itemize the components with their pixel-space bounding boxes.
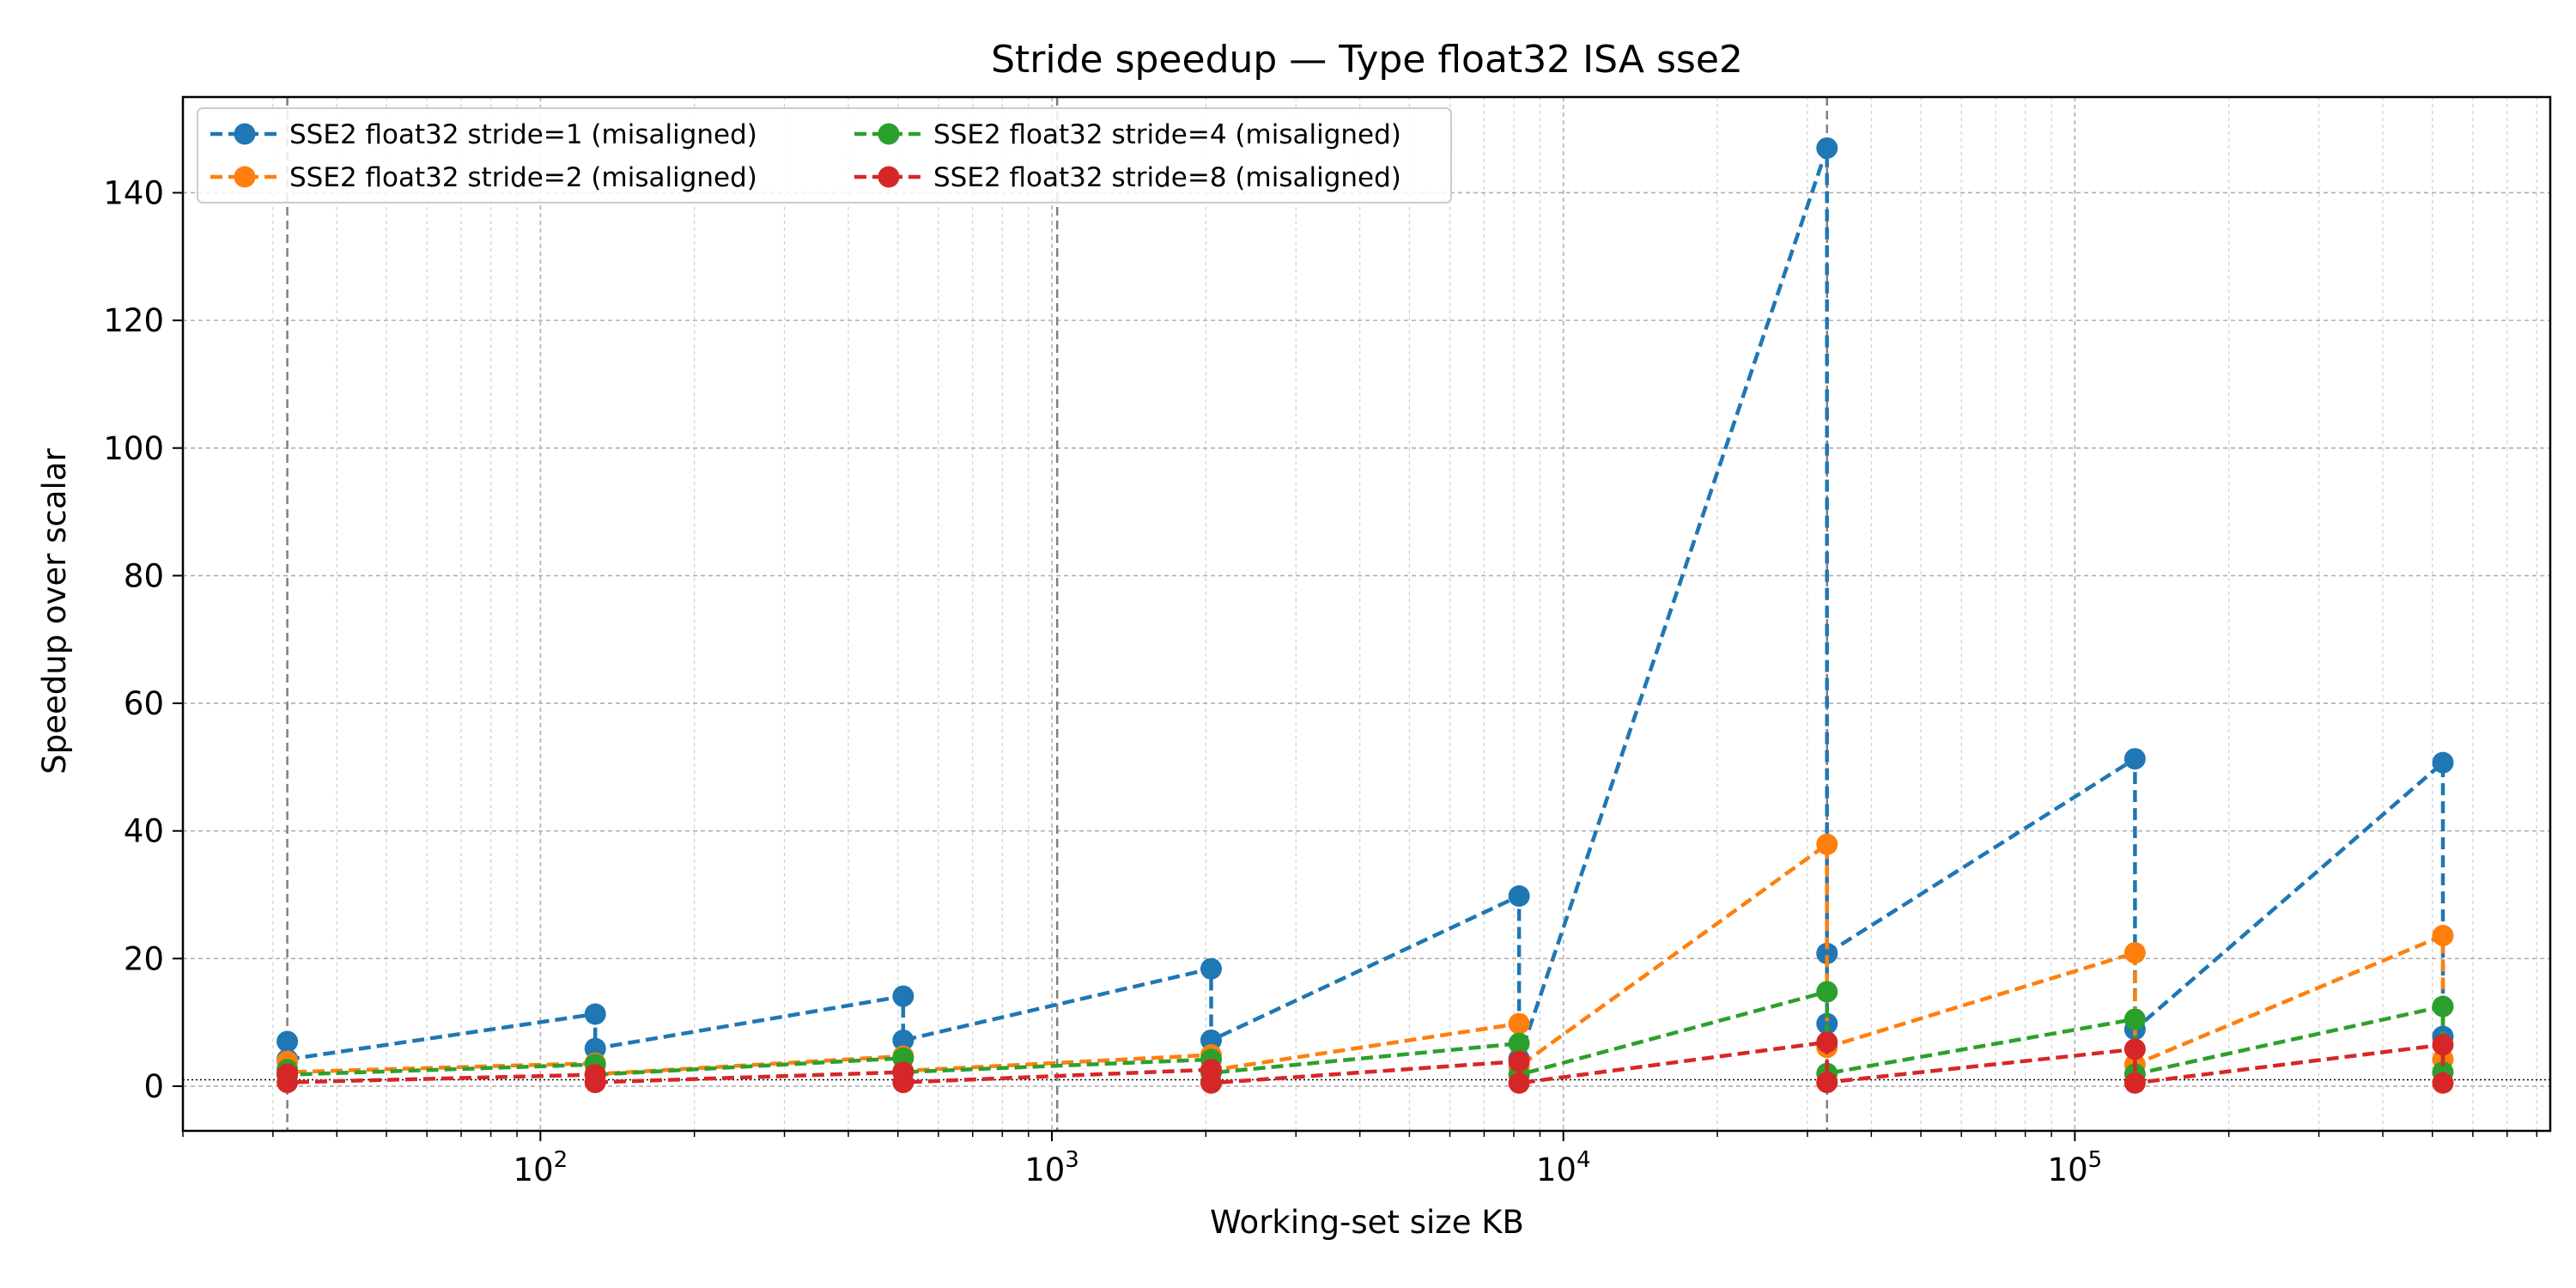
data-point bbox=[2123, 942, 2146, 964]
axes: 102 103 104 105 0 20 40 60 80 100 120 140 bbox=[103, 95, 2552, 1188]
data-point bbox=[1200, 1029, 1222, 1051]
data-point bbox=[1816, 981, 1838, 1003]
series-line bbox=[285, 1040, 2445, 1085]
data-point bbox=[1200, 1072, 1222, 1094]
data-point bbox=[2432, 1072, 2454, 1094]
data-point bbox=[584, 1037, 606, 1060]
legend-swatch-marker bbox=[234, 123, 256, 145]
data-point bbox=[1508, 1072, 1530, 1094]
data-point bbox=[276, 1030, 299, 1053]
legend-box bbox=[197, 107, 1452, 204]
x-tick-label: 103 bbox=[1024, 1147, 1079, 1188]
data-point bbox=[1816, 137, 1838, 159]
x-axis-label: Working-set size KB bbox=[1210, 1204, 1524, 1241]
data-point bbox=[1508, 1012, 1530, 1035]
x-tick-label: 102 bbox=[513, 1147, 568, 1188]
data-point bbox=[2123, 1072, 2146, 1094]
data-point bbox=[1508, 1050, 1530, 1072]
data-point bbox=[1200, 957, 1222, 980]
data-point bbox=[892, 985, 914, 1007]
y-tick-label: 40 bbox=[124, 813, 164, 850]
y-axis-label: Speedup over scalar bbox=[36, 448, 73, 775]
y-tick-label: 120 bbox=[103, 302, 164, 339]
legend-label: SSE2 float32 stride=1 (misaligned) bbox=[289, 119, 757, 150]
data-point bbox=[2123, 748, 2146, 770]
y-tick-label: 100 bbox=[103, 430, 164, 467]
data-point bbox=[1816, 942, 1838, 964]
data-point bbox=[584, 1072, 606, 1094]
legend-swatch-marker bbox=[878, 166, 900, 188]
data-point bbox=[2432, 751, 2454, 774]
data-point bbox=[1508, 884, 1530, 907]
x-tick-label: 105 bbox=[2048, 1147, 2103, 1188]
data-point bbox=[2432, 1034, 2454, 1056]
data-point bbox=[2123, 1008, 2146, 1030]
data-point bbox=[584, 1003, 606, 1025]
x-tick-label: 104 bbox=[1536, 1147, 1591, 1188]
y-tick-label: 80 bbox=[124, 557, 164, 594]
legend-label: SSE2 float32 stride=2 (misaligned) bbox=[289, 162, 757, 193]
data-point bbox=[2432, 925, 2454, 947]
series-layer bbox=[276, 137, 2454, 1094]
legend-label: SSE2 float32 stride=8 (misaligned) bbox=[933, 162, 1401, 193]
legend-swatch-marker bbox=[878, 123, 900, 145]
y-tick-label: 0 bbox=[143, 1068, 164, 1105]
data-point bbox=[1816, 833, 1838, 855]
data-point bbox=[1816, 1072, 1838, 1094]
legend-label: SSE2 float32 stride=4 (misaligned) bbox=[933, 119, 1401, 150]
y-tick-label: 20 bbox=[124, 940, 164, 977]
chart-title: Stride speedup — Type float32 ISA sse2 bbox=[991, 38, 1743, 82]
data-point bbox=[2432, 995, 2454, 1018]
y-tick-label: 60 bbox=[124, 685, 164, 722]
y-tick-label: 140 bbox=[103, 174, 164, 211]
data-point bbox=[1816, 1012, 1838, 1035]
data-point bbox=[892, 1072, 914, 1094]
data-point bbox=[892, 1029, 914, 1051]
plot-frame bbox=[181, 95, 2552, 1133]
data-point bbox=[1816, 1031, 1838, 1054]
data-point bbox=[276, 1072, 299, 1094]
data-point bbox=[1508, 1032, 1530, 1054]
data-point bbox=[2123, 1038, 2146, 1060]
series-4 bbox=[276, 1031, 2454, 1094]
legend-swatch-marker bbox=[234, 166, 256, 188]
legend: SSE2 float32 stride=1 (misaligned) SSE2 f… bbox=[197, 107, 1452, 204]
